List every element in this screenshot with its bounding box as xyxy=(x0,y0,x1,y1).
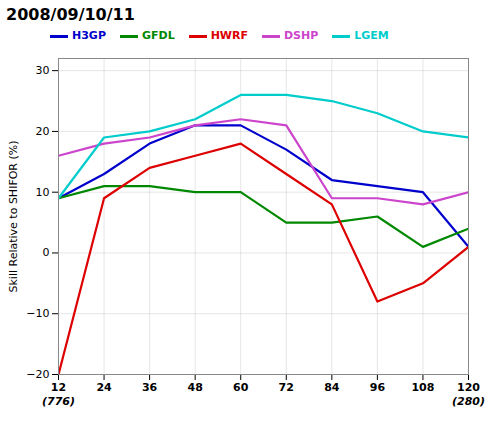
html-text:DSHP: DSHP xyxy=(284,29,319,42)
svg-text:24: 24 xyxy=(96,381,112,394)
svg-text:10: 10 xyxy=(36,186,50,199)
svg-text:84: 84 xyxy=(324,381,340,394)
svg-text:20: 20 xyxy=(36,125,50,138)
svg-text:0: 0 xyxy=(43,246,50,259)
svg-text:60: 60 xyxy=(233,381,249,394)
svg-text:120: 120 xyxy=(457,381,480,394)
svg-text:−20: −20 xyxy=(26,368,49,381)
html-text:HWRF: HWRF xyxy=(210,29,248,42)
svg-text:72: 72 xyxy=(279,381,294,394)
svg-text:48: 48 xyxy=(188,381,203,394)
svg-text:−10: −10 xyxy=(26,307,49,320)
html-text:H3GP: H3GP xyxy=(72,29,106,42)
html-text:GFDL: GFDL xyxy=(142,29,175,42)
svg-text:30: 30 xyxy=(36,64,50,77)
svg-text:96: 96 xyxy=(370,381,386,394)
svg-text:Skill Relative to SHIFOR (%): Skill Relative to SHIFOR (%) xyxy=(7,140,20,292)
svg-text:12: 12 xyxy=(51,381,66,394)
svg-text:108: 108 xyxy=(411,381,434,394)
svg-text:(280): (280) xyxy=(452,395,485,408)
html-text:2008/09/10/11: 2008/09/10/11 xyxy=(6,5,135,24)
svg-text:36: 36 xyxy=(142,381,158,394)
html-text:LGEM: LGEM xyxy=(354,29,389,42)
svg-text:(776): (776) xyxy=(42,395,75,408)
